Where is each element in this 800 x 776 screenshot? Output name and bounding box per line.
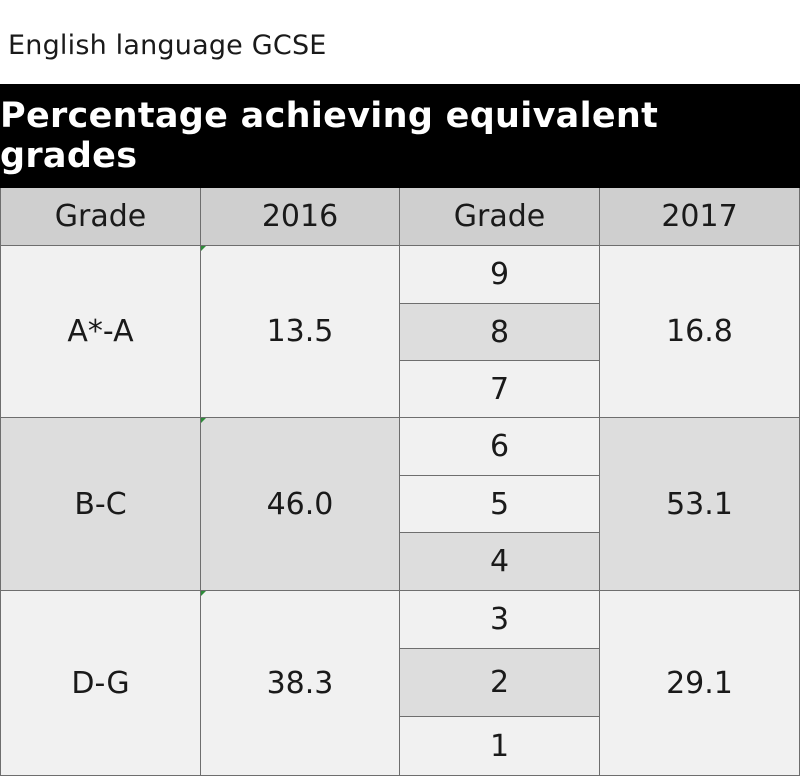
header-grade-2016: Grade [0, 188, 201, 246]
pct-2017-cell: 29.1 [600, 591, 800, 776]
table-title: Percentage achieving equivalent grades [0, 84, 800, 188]
new-grade-cell: 7 [400, 361, 600, 418]
grades-table: Grade 2016 Grade 2017 A*-A 13.5 9 8 7 16… [0, 188, 800, 776]
pct-2017-cell: 16.8 [600, 246, 800, 418]
old-grade-cell: D-G [0, 591, 201, 776]
pct-2016-cell: 38.3 [201, 591, 400, 776]
header-2016: 2016 [201, 188, 400, 246]
old-grade-cell: A*-A [0, 246, 201, 418]
new-grade-cell: 5 [400, 476, 600, 533]
new-grade-cell: 4 [400, 533, 600, 591]
header-2017: 2017 [600, 188, 800, 246]
new-grade-cell: 9 [400, 246, 600, 304]
pct-2016-cell: 46.0 [201, 418, 400, 591]
old-grade-cell: B-C [0, 418, 201, 591]
pct-2016-cell: 13.5 [201, 246, 400, 418]
pct-2017-cell: 53.1 [600, 418, 800, 591]
new-grade-cell: 1 [400, 717, 600, 776]
new-grade-cell: 3 [400, 591, 600, 649]
new-grade-cell: 2 [400, 649, 600, 717]
header-grade-2017: Grade [400, 188, 600, 246]
new-grade-cell: 8 [400, 304, 600, 361]
new-grade-cell: 6 [400, 418, 600, 476]
subtitle: English language GCSE [8, 30, 327, 61]
